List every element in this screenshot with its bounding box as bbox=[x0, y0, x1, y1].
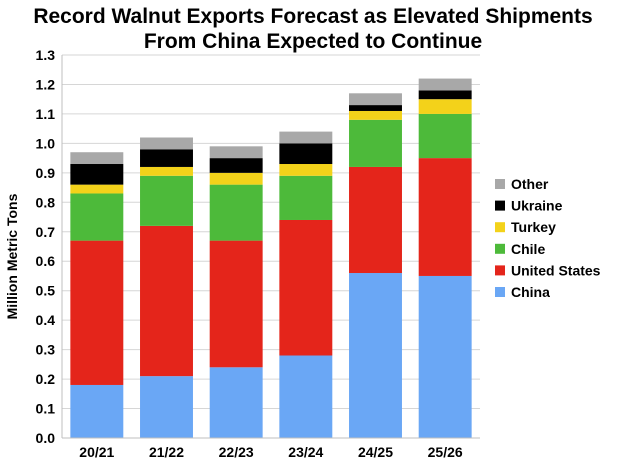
y-tick-label: 0.7 bbox=[36, 224, 56, 240]
y-tick-label: 1.2 bbox=[36, 76, 56, 92]
bar-segment-united-states bbox=[70, 240, 124, 385]
bar-segment-other bbox=[70, 152, 124, 165]
bar-segment-united-states bbox=[140, 225, 193, 377]
y-tick-label: 1.0 bbox=[36, 135, 56, 151]
bar-segment-other bbox=[279, 131, 333, 144]
chart-title-line-2: From China Expected to Continue bbox=[143, 30, 483, 53]
legend-label-china: China bbox=[511, 284, 550, 300]
legend-label-chile: Chile bbox=[511, 241, 545, 257]
x-tick-label: 22/23 bbox=[219, 444, 254, 460]
y-tick-label: 0.8 bbox=[36, 194, 56, 210]
bars bbox=[70, 78, 472, 438]
y-tick-label: 0.0 bbox=[36, 430, 56, 446]
legend-label-united-states: United States bbox=[511, 262, 601, 278]
bar-segment-turkey bbox=[279, 164, 333, 176]
bar-segment-china bbox=[209, 367, 263, 438]
bar-segment-chile bbox=[209, 184, 263, 241]
bar-segment-turkey bbox=[418, 99, 472, 114]
legend-label-ukraine: Ukraine bbox=[511, 198, 563, 214]
y-tick-label: 1.3 bbox=[36, 47, 56, 63]
legend-label-other: Other bbox=[511, 176, 549, 192]
bar-segment-chile bbox=[70, 193, 124, 241]
bar-segment-china bbox=[418, 275, 472, 438]
bar-segment-other bbox=[418, 78, 472, 91]
gridlines bbox=[62, 54, 480, 439]
chart-title-line-1: Record Walnut Exports Forecast as Elevat… bbox=[33, 5, 593, 28]
x-tick-labels: 20/21 21/22 22/23 23/24 24/25 25/26 bbox=[79, 444, 463, 460]
bar-segment-ukraine bbox=[418, 90, 472, 100]
x-tick-label: 25/26 bbox=[428, 444, 463, 460]
bar-segment-chile bbox=[140, 175, 193, 226]
bar-segment-turkey bbox=[70, 184, 124, 194]
legend-swatch-ukraine bbox=[495, 200, 505, 211]
y-tick-label: 0.4 bbox=[36, 312, 56, 328]
bar-segment-china bbox=[140, 376, 193, 438]
bar-segment-ukraine bbox=[349, 105, 402, 111]
x-tick-label: 20/21 bbox=[79, 444, 114, 460]
legend-swatch-chile bbox=[495, 243, 505, 254]
bar-segment-united-states bbox=[349, 166, 402, 274]
axes bbox=[61, 55, 480, 439]
legend-swatch-china bbox=[495, 287, 505, 297]
bar-segment-chile bbox=[279, 175, 333, 220]
y-tick-label: 1.1 bbox=[36, 106, 56, 122]
x-tick-label: 23/24 bbox=[288, 444, 323, 460]
x-tick-label: 21/22 bbox=[149, 444, 184, 460]
bar-segment-china bbox=[70, 384, 124, 438]
bar-segment-united-states bbox=[209, 240, 263, 368]
bar-segment-other bbox=[140, 137, 193, 150]
bar-segment-turkey bbox=[349, 110, 402, 120]
y-tick-label: 0.2 bbox=[36, 371, 56, 387]
y-tick-label: 0.1 bbox=[36, 401, 56, 417]
y-tick-label: 0.3 bbox=[36, 342, 56, 358]
y-tick-labels: 0.0 0.1 0.2 0.3 0.4 0.5 0.6 0.7 0.8 0.9 1.0 1.1 1.2 1… bbox=[36, 47, 56, 446]
bar-segment-ukraine bbox=[279, 143, 333, 165]
legend-swatch-turkey bbox=[495, 222, 505, 233]
legend: Other Ukraine Turkey Chile United States Chin… bbox=[495, 176, 601, 300]
y-tick-label: 0.6 bbox=[36, 253, 56, 269]
legend-label-turkey: Turkey bbox=[511, 219, 556, 235]
bar-segment-turkey bbox=[209, 172, 263, 185]
bar-segment-china bbox=[279, 355, 333, 438]
x-tick-label: 24/25 bbox=[358, 444, 393, 460]
bar-segment-ukraine bbox=[140, 149, 193, 167]
legend-swatch-united-states bbox=[495, 265, 505, 276]
chart-title: Record Walnut Exports Forecast as Elevat… bbox=[0, 4, 626, 54]
bar-segment-ukraine bbox=[209, 158, 263, 173]
bar-segment-china bbox=[349, 273, 402, 438]
bar-segment-ukraine bbox=[70, 164, 124, 185]
bar-segment-united-states bbox=[279, 219, 333, 356]
bar-segment-united-states bbox=[418, 158, 472, 276]
y-tick-label: 0.5 bbox=[36, 283, 56, 299]
bar-segment-turkey bbox=[140, 166, 193, 176]
y-tick-label: 0.9 bbox=[36, 165, 56, 181]
bar-segment-other bbox=[349, 93, 402, 106]
bar-segment-other bbox=[209, 146, 263, 159]
legend-swatch-other bbox=[495, 179, 505, 189]
bar-segment-chile bbox=[418, 113, 472, 159]
y-axis-label: Million Metric Tons bbox=[4, 193, 20, 319]
bar-segment-chile bbox=[349, 119, 402, 167]
